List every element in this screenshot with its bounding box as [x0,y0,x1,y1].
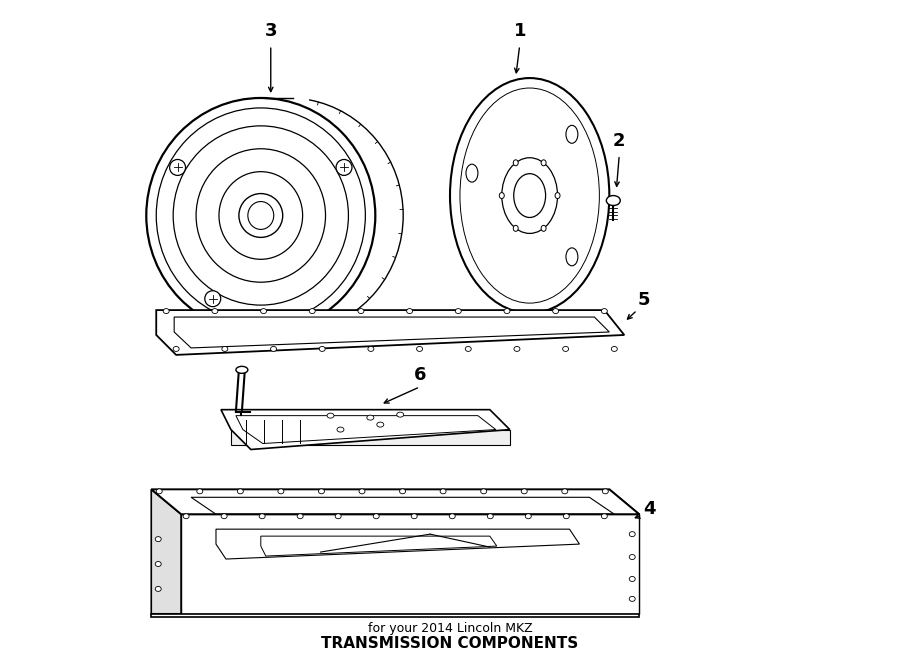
Ellipse shape [400,489,406,494]
Polygon shape [157,310,625,355]
Ellipse shape [183,514,189,519]
Ellipse shape [377,422,383,427]
Ellipse shape [487,514,493,519]
Polygon shape [151,489,639,514]
Ellipse shape [541,160,546,166]
Ellipse shape [222,346,228,352]
Ellipse shape [602,489,608,494]
Ellipse shape [297,514,303,519]
Ellipse shape [155,562,161,566]
Ellipse shape [541,225,546,231]
Ellipse shape [278,489,284,494]
Ellipse shape [319,489,324,494]
Ellipse shape [562,489,568,494]
Ellipse shape [169,159,185,175]
Ellipse shape [440,489,446,494]
Ellipse shape [205,291,220,307]
Text: 6: 6 [414,366,427,384]
Ellipse shape [555,192,560,198]
Ellipse shape [514,174,545,217]
Ellipse shape [157,489,162,494]
Text: for your 2014 Lincoln MKZ: for your 2014 Lincoln MKZ [368,622,532,635]
Ellipse shape [526,514,531,519]
Ellipse shape [514,346,520,352]
Ellipse shape [513,160,518,166]
Ellipse shape [238,194,283,237]
Ellipse shape [465,346,472,352]
Ellipse shape [367,415,374,420]
Ellipse shape [221,514,227,519]
Text: 3: 3 [265,22,277,40]
Ellipse shape [197,489,202,494]
Text: TRANSMISSION COMPONENTS: TRANSMISSION COMPONENTS [321,636,579,651]
Ellipse shape [417,346,423,352]
Ellipse shape [450,78,609,313]
Text: 1: 1 [514,22,526,40]
Ellipse shape [320,346,325,352]
Polygon shape [221,410,509,449]
Ellipse shape [504,309,510,313]
Ellipse shape [500,192,504,198]
Ellipse shape [449,514,455,519]
Ellipse shape [212,309,218,313]
Text: 5: 5 [638,291,651,309]
Polygon shape [151,514,639,614]
Text: 2: 2 [613,132,626,150]
Ellipse shape [236,366,248,373]
Ellipse shape [327,413,334,418]
Ellipse shape [155,586,161,592]
Ellipse shape [601,309,608,313]
Ellipse shape [411,514,418,519]
Ellipse shape [359,489,365,494]
Ellipse shape [611,346,617,352]
Ellipse shape [261,309,266,313]
Ellipse shape [563,514,570,519]
Ellipse shape [173,346,179,352]
Polygon shape [231,430,509,444]
Ellipse shape [562,346,569,352]
Ellipse shape [310,309,315,313]
Ellipse shape [238,489,243,494]
Ellipse shape [155,537,161,541]
Ellipse shape [368,346,373,352]
Ellipse shape [407,309,412,313]
Polygon shape [609,489,639,614]
Ellipse shape [521,489,527,494]
Ellipse shape [248,202,274,229]
Ellipse shape [455,309,462,313]
Ellipse shape [358,309,364,313]
Ellipse shape [259,514,266,519]
Ellipse shape [601,514,608,519]
Ellipse shape [607,196,620,206]
Ellipse shape [481,489,487,494]
Ellipse shape [271,346,276,352]
Ellipse shape [629,555,635,559]
Ellipse shape [513,225,518,231]
Ellipse shape [629,576,635,582]
Ellipse shape [374,514,379,519]
Text: 4: 4 [643,500,655,518]
Ellipse shape [397,412,404,417]
Ellipse shape [336,159,352,175]
Ellipse shape [553,309,559,313]
Ellipse shape [337,427,344,432]
Polygon shape [151,489,181,614]
Ellipse shape [629,596,635,602]
Ellipse shape [629,531,635,537]
Ellipse shape [163,309,169,313]
Polygon shape [151,614,639,617]
Ellipse shape [335,514,341,519]
